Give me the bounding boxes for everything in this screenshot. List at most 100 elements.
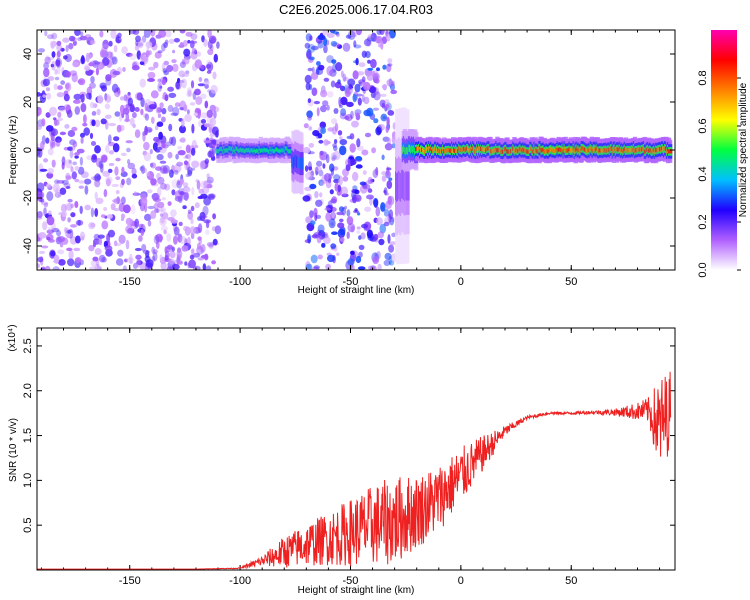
- heatmap-cell: [358, 251, 363, 258]
- snr-y-tick-label: 1.0: [22, 473, 34, 488]
- heatmap-cell: [60, 47, 65, 52]
- heatmap-cell: [111, 83, 119, 93]
- heatmap-cell: [120, 152, 127, 156]
- heatmap-cell: [200, 119, 207, 124]
- heatmap-cell: [199, 160, 206, 170]
- heatmap-cell: [57, 249, 65, 255]
- heatmap-cell: [125, 217, 133, 226]
- heatmap-cell: [63, 104, 71, 111]
- heatmap-cell: [172, 106, 180, 117]
- heatmap-cell: [167, 201, 172, 207]
- heatmap-cell: [37, 106, 42, 116]
- heatmap-cell: [191, 160, 200, 168]
- heatmap-cell: [42, 94, 46, 98]
- heatmap-cell: [63, 183, 71, 188]
- heatmap-cell: [170, 112, 179, 116]
- heatmap-cell: [110, 203, 116, 211]
- heatmap-cell: [55, 138, 61, 147]
- heatmap-cell: [45, 112, 51, 118]
- heatmap-cell: [318, 179, 324, 186]
- heatmap-cell: [71, 126, 78, 132]
- heatmap-cell: [134, 45, 140, 51]
- heatmap-cell: [212, 238, 218, 246]
- heatmap-cell: [132, 30, 140, 35]
- heatmap-cell: [315, 68, 324, 75]
- heatmap-cell: [128, 30, 137, 35]
- spectrogram-x-tick-label: -100: [229, 276, 251, 288]
- heatmap-cell: [206, 265, 212, 270]
- heatmap-cell: [44, 56, 51, 65]
- heatmap-cell: [57, 117, 63, 122]
- heatmap-cell: [335, 62, 343, 72]
- heatmap-cell: [80, 132, 85, 138]
- heatmap-cell: [157, 113, 162, 118]
- heatmap-cell: [125, 140, 133, 144]
- spectrogram-x-label: Height of straight line (km): [298, 285, 415, 296]
- heatmap-cell: [100, 118, 107, 125]
- heatmap-cell: [145, 41, 153, 49]
- heatmap-cell: [45, 183, 52, 189]
- heatmap-cell: [365, 179, 374, 185]
- heatmap-cell: [317, 40, 324, 49]
- heatmap-cell: [107, 229, 116, 238]
- heatmap-cell: [202, 263, 207, 270]
- heatmap-cell: [127, 228, 134, 234]
- heatmap-cell: [345, 34, 352, 39]
- heatmap-cell: [93, 175, 97, 182]
- heatmap-cell: [340, 186, 349, 196]
- heatmap-cell: [325, 140, 331, 145]
- heatmap-cell: [134, 107, 140, 112]
- heatmap-cell: [174, 102, 181, 107]
- heatmap-cell: [304, 74, 312, 84]
- heatmap-cell: [368, 265, 376, 270]
- heatmap-cell: [329, 30, 336, 34]
- heatmap-cell: [387, 137, 391, 145]
- heatmap-cell: [182, 40, 188, 47]
- heatmap-cell: [326, 104, 330, 111]
- heatmap-cell: [330, 152, 337, 162]
- heatmap-cell: [193, 252, 201, 258]
- heatmap-cell: [373, 91, 381, 101]
- heatmap-cell: [47, 226, 55, 231]
- heatmap-cell: [147, 78, 155, 82]
- heatmap-cell: [121, 166, 125, 174]
- heatmap-cell: [206, 242, 215, 247]
- heatmap-cell: [209, 133, 215, 137]
- heatmap-cell: [113, 136, 120, 142]
- heatmap-cell: [207, 30, 212, 39]
- heatmap-cell: [387, 110, 395, 116]
- heatmap-cell: [204, 123, 211, 128]
- heatmap-cell: [386, 33, 391, 42]
- heatmap-cell: [667, 149, 673, 154]
- heatmap-cell: [67, 258, 75, 267]
- heatmap-cell: [123, 204, 131, 214]
- heatmap-cell: [314, 191, 319, 199]
- heatmap-cell: [44, 30, 48, 37]
- heatmap-cell: [74, 155, 79, 159]
- heatmap-cell: [190, 33, 198, 40]
- heatmap-cell: [370, 91, 376, 99]
- heatmap-cell: [151, 246, 155, 255]
- spectrogram-x-tick-label: -50: [343, 276, 359, 288]
- heatmap-cell: [193, 112, 198, 117]
- heatmap-cell: [74, 106, 81, 115]
- heatmap-cell: [90, 141, 97, 146]
- heatmap-cell: [56, 44, 63, 51]
- heatmap-cell: [52, 266, 60, 270]
- heatmap-cell: [163, 70, 169, 76]
- heatmap-cell: [143, 113, 148, 118]
- heatmap-cell: [357, 266, 366, 270]
- heatmap-cell: [197, 236, 202, 241]
- heatmap-cell: [166, 233, 172, 242]
- heatmap-cell: [386, 167, 392, 171]
- heatmap-cell: [212, 71, 217, 80]
- heatmap-cell: [75, 219, 84, 226]
- heatmap-cell: [70, 224, 77, 228]
- heatmap-cell: [131, 173, 138, 179]
- heatmap-cell: [72, 40, 77, 46]
- heatmap-cell: [340, 108, 347, 117]
- heatmap-cell: [323, 44, 328, 54]
- snr-y-tick-label: 2.0: [22, 383, 34, 398]
- heatmap-cell: [378, 238, 385, 246]
- heatmap-cell: [101, 154, 108, 163]
